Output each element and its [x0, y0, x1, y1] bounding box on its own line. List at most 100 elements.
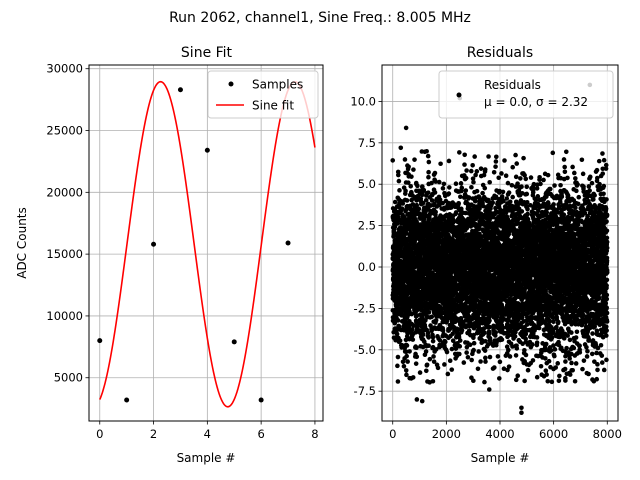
residual-point	[483, 359, 488, 364]
residual-point	[424, 368, 429, 374]
residual-point	[436, 179, 442, 185]
residual-point	[409, 174, 414, 179]
residuals-panel: Residuals 0 2000 4000 6000 8000-7.5-5.0-2.50…	[350, 45, 622, 465]
residual-point	[513, 174, 519, 180]
residual-point	[457, 150, 462, 155]
residual-point	[499, 337, 505, 342]
residual-point	[432, 190, 438, 195]
residual-point	[496, 376, 502, 381]
residual-point	[395, 379, 401, 384]
residual-point	[435, 365, 441, 371]
residual-point	[513, 353, 519, 358]
residual-point	[506, 364, 512, 369]
residual-point	[482, 348, 488, 353]
residual-point	[474, 169, 480, 174]
residual-point	[400, 201, 406, 206]
residual-point	[458, 194, 463, 200]
residual-point	[457, 351, 462, 357]
y-tick-label: 25000	[46, 124, 83, 138]
y-tick-label: 20000	[46, 185, 83, 199]
residual-point	[469, 168, 474, 174]
residual-point	[396, 178, 402, 184]
residual-point	[421, 217, 427, 222]
residual-point	[500, 189, 506, 195]
residual-point	[513, 152, 518, 158]
residual-point	[519, 184, 524, 189]
residual-point	[423, 349, 429, 354]
residual-point	[510, 164, 516, 170]
residual-point	[425, 153, 431, 159]
residual-point	[505, 347, 511, 353]
y-tick-label: 30000	[46, 62, 83, 76]
sine-fit-legend: Samples Sine fit	[207, 70, 319, 119]
residual-point	[408, 183, 414, 189]
residual-point	[480, 190, 485, 196]
residual-point	[486, 154, 491, 159]
residual-point	[412, 157, 417, 162]
residual-point	[442, 362, 447, 367]
residual-point	[506, 190, 512, 195]
residual-point	[482, 379, 487, 385]
residual-point	[463, 188, 469, 193]
residual-point	[474, 188, 480, 194]
residual-point	[426, 335, 431, 340]
residual-point	[403, 368, 409, 373]
residual-point	[396, 172, 401, 178]
residual-point	[519, 209, 525, 214]
residual-point	[505, 180, 511, 186]
residual-point	[446, 191, 452, 196]
residual-point	[415, 183, 420, 189]
residual-point	[443, 339, 448, 345]
residual-point	[414, 202, 420, 208]
residual-point	[403, 349, 409, 355]
residual-point	[418, 253, 423, 259]
residual-point	[510, 194, 515, 200]
residual-point	[399, 206, 405, 211]
residual-point	[447, 358, 453, 364]
residual-point	[469, 357, 474, 363]
residual-point	[493, 164, 498, 169]
legend-sine-fit-label: Sine fit	[252, 99, 294, 113]
residual-point	[487, 324, 492, 330]
residual-point	[395, 221, 400, 226]
sample-point	[204, 147, 210, 153]
y-tick-label: 15000	[46, 247, 83, 261]
residual-point	[440, 186, 446, 191]
x-tick-label: 0	[96, 427, 103, 441]
residual-point	[431, 354, 436, 359]
residual-point	[467, 342, 473, 348]
residual-point	[497, 359, 503, 365]
residual-point	[509, 182, 515, 188]
sample-point	[97, 338, 103, 344]
residual-point	[397, 188, 402, 193]
y-tick-label: 10000	[46, 309, 83, 323]
sample-point	[124, 397, 130, 403]
residual-point	[464, 350, 469, 355]
x-tick-label: 4	[204, 427, 211, 441]
residual-point	[423, 197, 429, 203]
residual-point	[438, 161, 443, 167]
sine-fit-grid	[89, 65, 323, 421]
residual-point	[424, 362, 430, 368]
residual-point	[424, 148, 429, 154]
residual-point	[493, 330, 499, 335]
residual-point	[464, 168, 469, 173]
residual-point	[421, 187, 427, 193]
residuals-title: Residuals	[467, 45, 533, 61]
residual-point	[403, 188, 408, 194]
residual-point	[414, 354, 420, 360]
residual-point	[429, 314, 435, 320]
residual-point	[449, 367, 455, 372]
residual-point	[426, 169, 431, 175]
residual-point	[487, 329, 492, 335]
residual-point	[492, 365, 497, 370]
residual-point	[411, 323, 416, 329]
residual-point	[449, 346, 455, 352]
residual-point	[514, 161, 520, 166]
legend-samples-marker	[228, 81, 234, 87]
residual-point	[426, 343, 431, 348]
residual-point	[406, 164, 411, 170]
residual-point	[515, 373, 521, 379]
residual-point	[465, 354, 471, 360]
